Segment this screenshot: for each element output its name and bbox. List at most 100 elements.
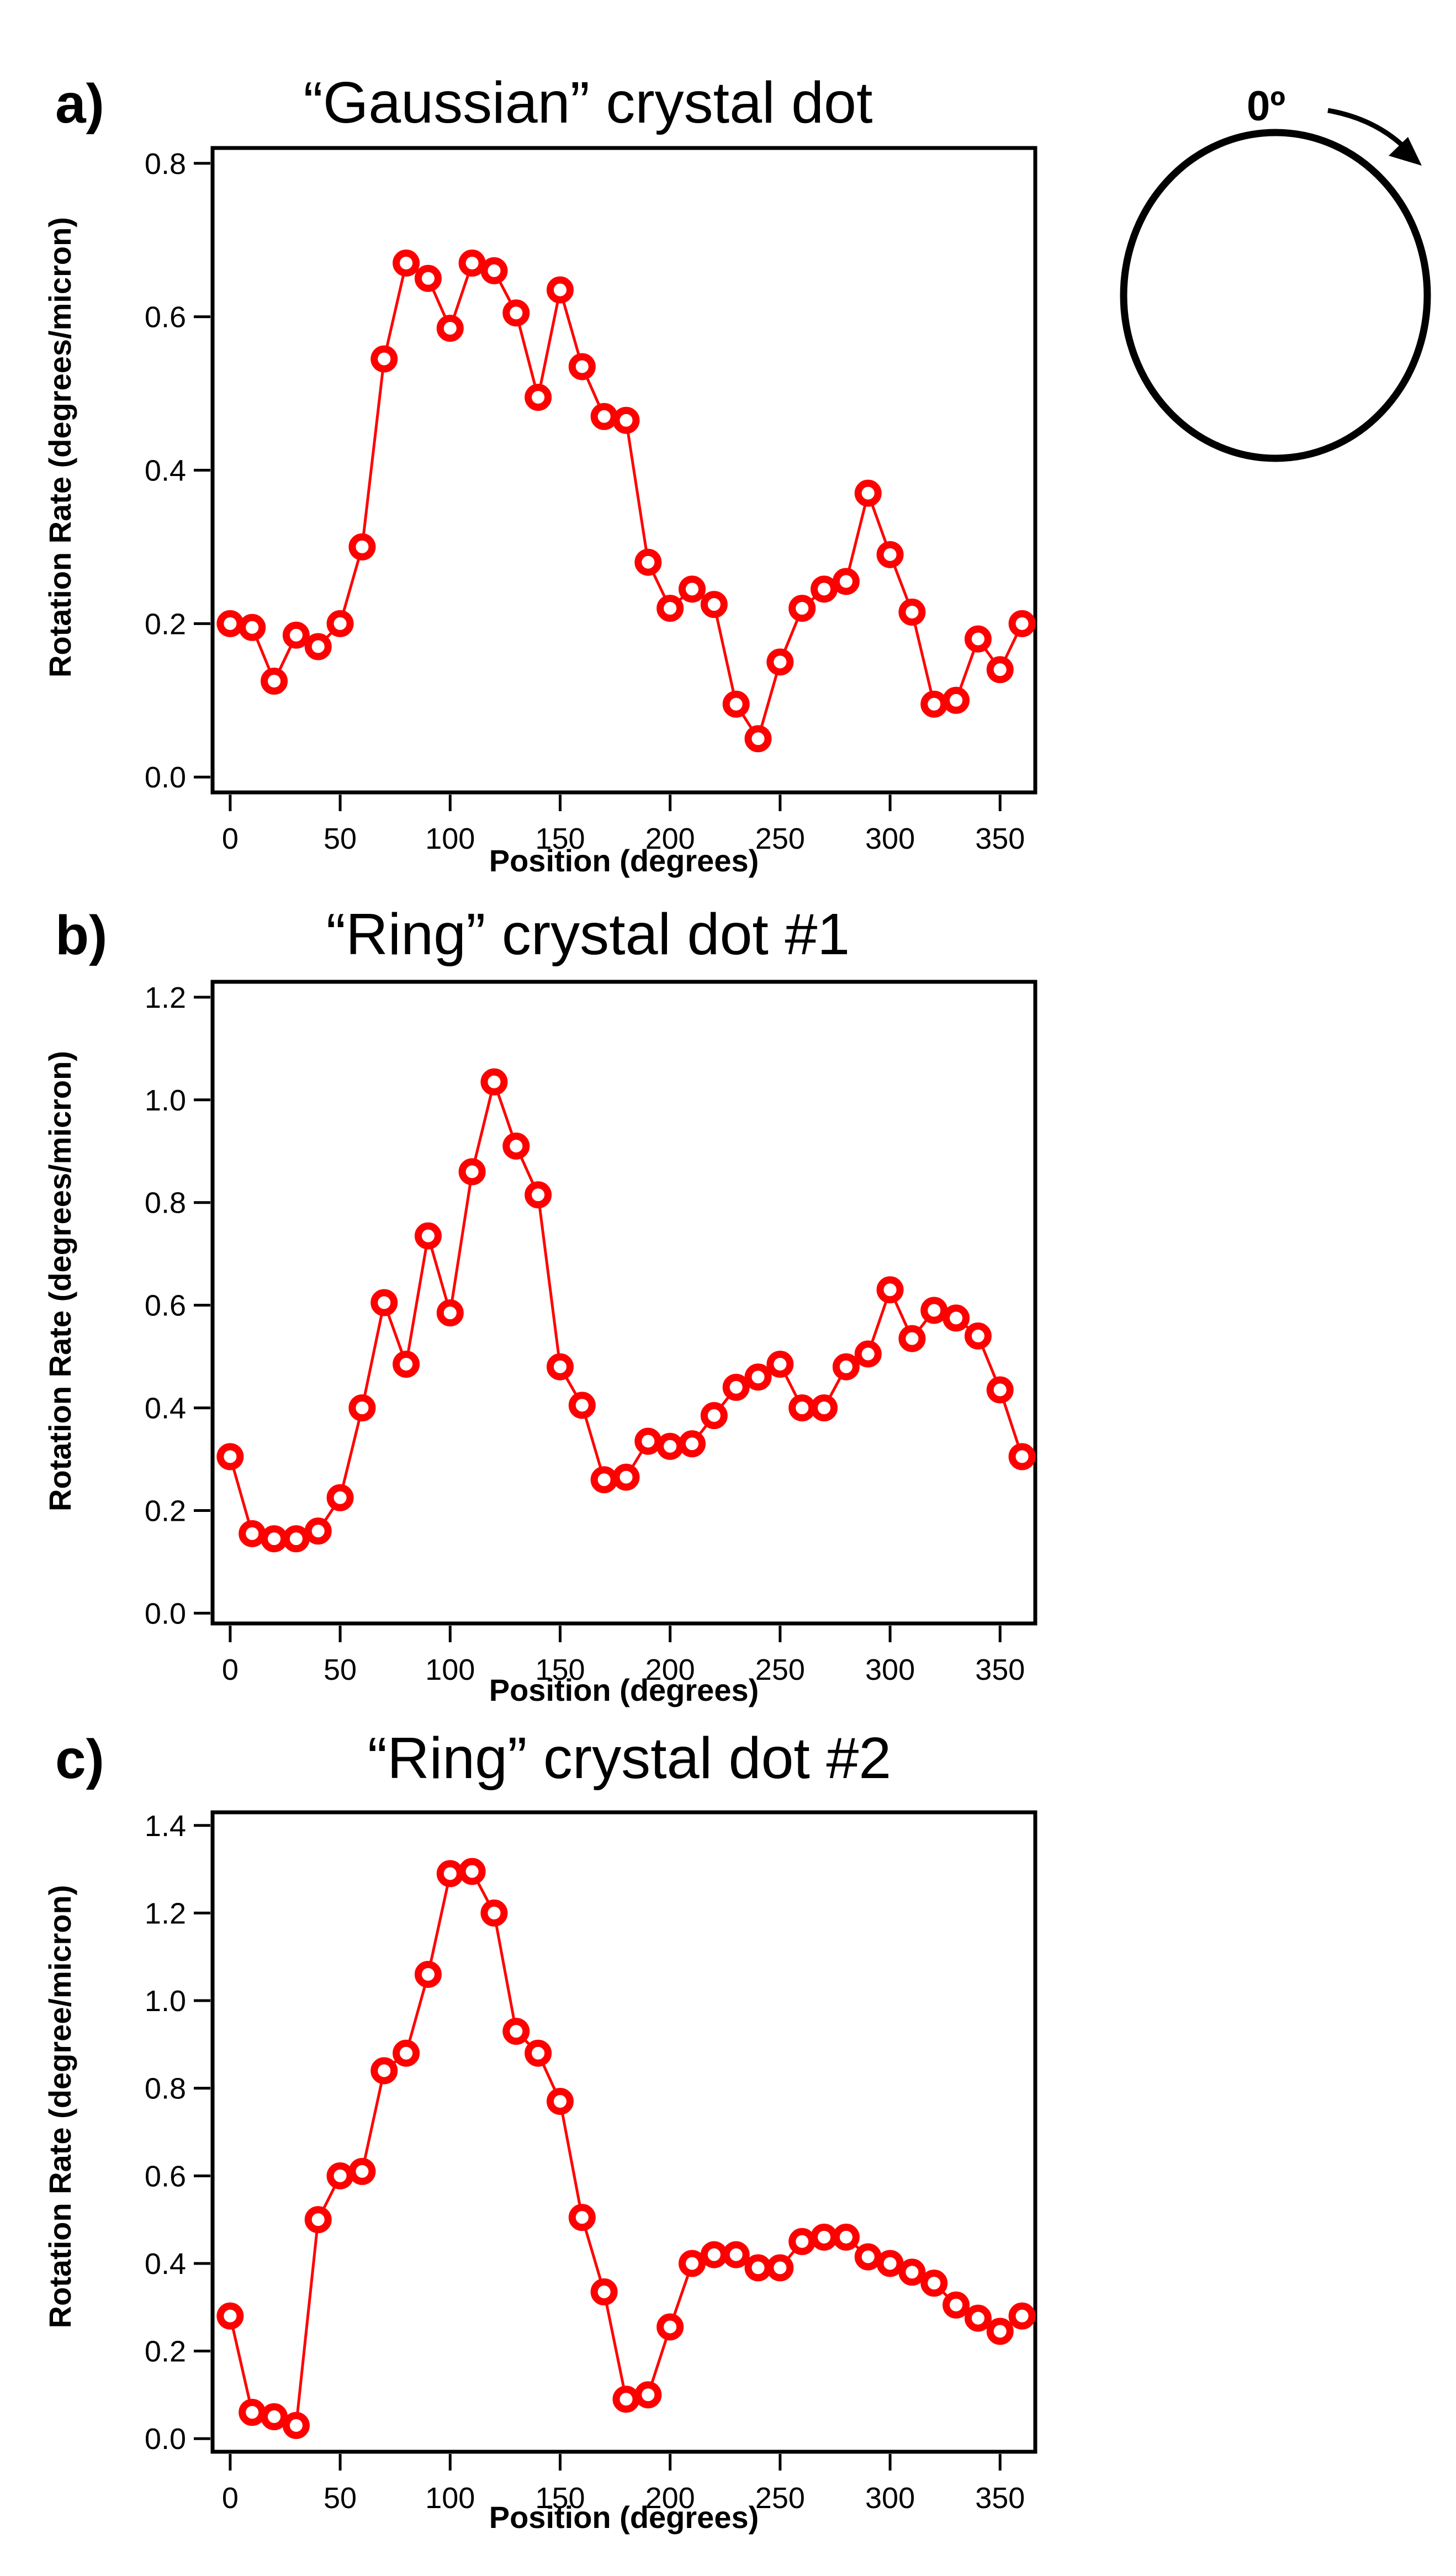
data-point (348, 1394, 376, 1422)
y-tick-label: 1.0 (145, 1084, 186, 1117)
x-tick-label: 100 (425, 2482, 475, 2515)
x-tick-label: 150 (535, 1653, 585, 1686)
y-tick-label: 1.2 (145, 981, 186, 1014)
x-tick-label: 50 (324, 1653, 357, 1686)
data-point (590, 403, 618, 430)
data-point (700, 1402, 728, 1430)
data-point (326, 2162, 354, 2189)
data-point (261, 1525, 288, 1553)
data-point (458, 249, 486, 277)
y-tick-label: 0.4 (145, 454, 186, 488)
data-point (393, 249, 420, 277)
data-point (679, 2250, 706, 2277)
data-point (436, 314, 464, 342)
data-point (832, 1353, 860, 1380)
data-point (326, 1484, 354, 1511)
data-point (898, 1325, 926, 1352)
data-point (964, 2304, 992, 2332)
x-tick-label: 300 (865, 2482, 915, 2515)
x-tick-label: 50 (324, 2482, 357, 2515)
data-point (744, 2254, 772, 2282)
arrow-head-icon (1389, 137, 1422, 166)
y-axis-label: Rotation Rate (degrees/micron) (43, 1051, 77, 1511)
data-point (986, 1376, 1014, 1404)
data-point (568, 1392, 596, 1419)
data-point (811, 575, 838, 603)
data-point (480, 1068, 508, 1096)
x-tick-label: 250 (755, 2482, 805, 2515)
data-point (811, 2223, 838, 2251)
data-point (546, 276, 574, 304)
data-point (1008, 2302, 1036, 2330)
data-point (854, 2243, 882, 2271)
y-tick-label: 0.0 (145, 1597, 186, 1630)
chart-panel-a: a) “Gaussian” crystal dot Position (degr… (43, 70, 1037, 878)
series-line (229, 1870, 1023, 2427)
data-point (436, 1299, 464, 1327)
data-point (854, 1340, 882, 1368)
x-axis-label: Position (degrees) (489, 1673, 759, 1707)
data-point (393, 2039, 420, 2067)
x-tick-label: 0 (222, 822, 239, 855)
data-point (744, 1363, 772, 1391)
clockwise-arrow-icon (1327, 108, 1407, 150)
x-tick-label: 0 (222, 1653, 239, 1686)
data-point (436, 1860, 464, 1887)
data-point (920, 1297, 948, 1324)
y-tick-label: 1.0 (145, 1985, 186, 2018)
data-point (502, 299, 530, 327)
x-tick-label: 100 (425, 822, 475, 855)
data-point (943, 1304, 970, 1332)
chart-title: “Ring” crystal dot #2 (368, 1726, 891, 1791)
data-point (898, 599, 926, 626)
series-line (230, 261, 1024, 740)
orientation-diagram: 0º (1120, 83, 1431, 462)
data-point (414, 265, 442, 292)
data-point (525, 384, 552, 411)
y-tick-label: 0.0 (145, 2422, 186, 2456)
y-tick-label: 0.2 (145, 607, 186, 641)
x-tick-label: 300 (865, 822, 915, 855)
data-point (1008, 1443, 1036, 1471)
data-point (348, 2157, 376, 2185)
x-tick-label: 0 (222, 2482, 239, 2515)
data-point (722, 690, 750, 718)
x-tick-label: 50 (324, 822, 357, 855)
data-point (854, 479, 882, 507)
y-tick-label: 0.6 (145, 301, 186, 334)
y-tick-label: 0.8 (145, 2072, 186, 2106)
data-point (811, 1394, 838, 1422)
data-point (722, 1373, 750, 1401)
chart-panel-b: b) “Ring” crystal dot #1 Position (degre… (43, 902, 1037, 1707)
data-point (370, 2057, 398, 2085)
data-point (370, 345, 398, 373)
data-point (348, 533, 376, 560)
y-axis-label: Rotation Rate (degree/micron) (43, 1885, 77, 2329)
plot-frame (210, 146, 1037, 795)
x-tick-label: 250 (755, 822, 805, 855)
y-tick-label: 0.8 (145, 1187, 186, 1220)
data-point (832, 2223, 860, 2251)
data-point (920, 2270, 948, 2297)
data-point (414, 1222, 442, 1250)
x-tick-label: 150 (535, 822, 585, 855)
x-axis-label: Position (degrees) (489, 2500, 759, 2535)
data-point (1008, 610, 1036, 637)
data-point (986, 656, 1014, 684)
data-point (216, 2302, 244, 2330)
data-point (568, 2204, 596, 2231)
data-point (239, 2399, 266, 2426)
data-point (239, 1520, 266, 1547)
data-point (679, 1430, 706, 1458)
data-point (590, 2278, 618, 2305)
x-tick-label: 350 (975, 822, 1025, 855)
y-tick-label: 0.0 (145, 761, 186, 794)
data-point (239, 613, 266, 641)
data-point (876, 1276, 904, 1304)
data-point (525, 1181, 552, 1209)
data-point (261, 2403, 288, 2431)
chart-title: “Gaussian” crystal dot (304, 70, 873, 135)
x-tick-label: 250 (755, 1653, 805, 1686)
panel-letter: a) (55, 73, 104, 135)
